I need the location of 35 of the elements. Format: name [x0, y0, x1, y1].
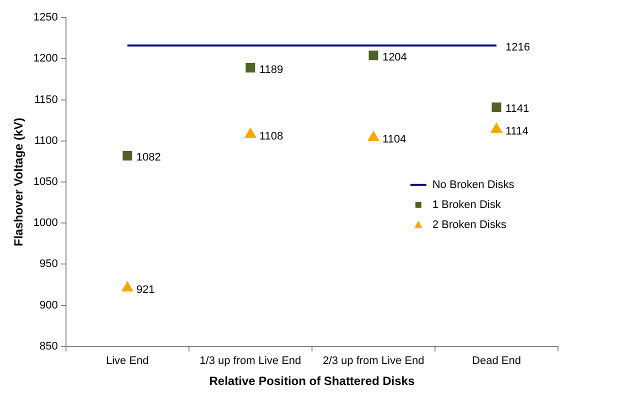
- legend-label: No Broken Disks: [432, 178, 515, 191]
- x-axis-title: Relative Position of Shattered Disks: [209, 374, 415, 388]
- y-tick-label: 1000: [33, 217, 58, 230]
- x-tick-label: Live End: [106, 355, 149, 368]
- y-tick-label: 900: [40, 299, 58, 312]
- point: [122, 282, 134, 292]
- x-tick-label: 2/3 up from Live End: [322, 355, 424, 368]
- data-label: 1114: [505, 125, 528, 138]
- point: [244, 128, 256, 138]
- data-label: 1108: [259, 130, 284, 142]
- y-tick-label: 1050: [33, 176, 58, 188]
- point: [368, 131, 380, 142]
- data-label: 921: [136, 284, 155, 296]
- data-label: 1104: [382, 134, 406, 146]
- legend-label: 1 Broken Disk: [432, 198, 502, 211]
- y-axis-title: Flashover Voltage (kV): [12, 118, 26, 246]
- data-label: 1141: [505, 103, 530, 116]
- y-tick-label: 1100: [34, 134, 58, 147]
- point: [492, 102, 502, 112]
- data-label: 1189: [259, 64, 284, 76]
- data-label: 1082: [136, 152, 161, 164]
- y-tick-label: 950: [40, 258, 58, 270]
- data-label: 1204: [382, 51, 407, 64]
- point: [246, 63, 256, 72]
- point: [368, 50, 378, 60]
- point: [490, 122, 502, 133]
- y-tick-label: 1150: [34, 94, 58, 106]
- point: [122, 150, 132, 160]
- y-tick-label: 1250: [33, 12, 58, 24]
- legend-label: 2 Broken Disks: [432, 218, 507, 231]
- data-label: 1216: [505, 42, 530, 54]
- y-tick-label: 850: [40, 340, 58, 352]
- x-tick-label: Dead End: [472, 355, 521, 368]
- x-tick-label: 1/3 up from Live End: [200, 355, 302, 368]
- y-tick-label: 1200: [33, 52, 58, 65]
